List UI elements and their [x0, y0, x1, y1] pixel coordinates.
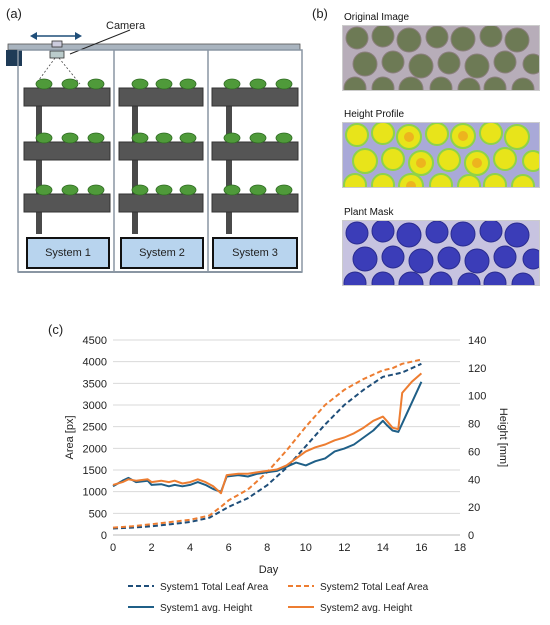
left-tick-label: 4000 — [83, 357, 107, 369]
height-profile-caption: Height Profile — [344, 109, 405, 120]
rail-motor — [6, 50, 22, 66]
right-tick-label: 120 — [468, 363, 486, 375]
x-tick-label: 18 — [454, 542, 466, 554]
chart-legend: System1 Total Leaf Area System2 Total Lea… — [128, 582, 429, 614]
legend-label-4: System2 avg. Height — [320, 603, 412, 614]
left-tick-label: 0 — [101, 530, 107, 542]
plant-mask-image — [342, 220, 540, 286]
plant-mask-caption: Plant Mask — [344, 207, 394, 218]
right-tick-label: 100 — [468, 391, 486, 403]
camera-icon — [49, 40, 65, 59]
panel-label-a: (a) — [6, 6, 22, 21]
series-line-2 — [112, 358, 422, 529]
right-axis-label: Height [mm] — [497, 408, 509, 467]
right-axis-ticks: 0 20 40 60 80 100 120 140 — [468, 335, 486, 542]
shelf-section-2 — [118, 87, 204, 234]
right-tick-label: 20 — [468, 502, 480, 514]
system-1-box: System 1 — [26, 237, 110, 269]
panel-label-b: (b) — [312, 6, 328, 21]
left-tick-label: 2000 — [83, 443, 107, 455]
x-tick-label: 0 — [110, 542, 116, 554]
x-tick-label: 4 — [187, 542, 193, 554]
left-axis-label: Area [px] — [64, 415, 76, 459]
height-profile-image — [342, 122, 540, 188]
series-line-4 — [112, 372, 423, 495]
x-tick-label: 12 — [338, 542, 350, 554]
panel-label-c: (c) — [48, 322, 64, 337]
x-axis-ticks: 0 2 4 6 8 10 12 14 16 18 — [110, 542, 466, 554]
x-tick-label: 16 — [415, 542, 427, 554]
left-tick-label: 3500 — [83, 378, 107, 390]
original-image — [342, 25, 540, 91]
legend-label-2: System2 Total Leaf Area — [320, 582, 429, 593]
left-tick-label: 4500 — [83, 335, 107, 347]
right-tick-label: 60 — [468, 446, 480, 458]
x-tick-label: 6 — [226, 542, 232, 554]
legend-label-3: System1 avg. Height — [160, 603, 252, 614]
x-tick-label: 8 — [264, 542, 270, 554]
x-tick-label: 2 — [148, 542, 154, 554]
growing-rack-diagram — [6, 29, 303, 273]
left-tick-label: 500 — [89, 508, 107, 520]
right-tick-label: 40 — [468, 474, 480, 486]
system-3-box: System 3 — [212, 237, 298, 269]
right-tick-label: 0 — [468, 530, 474, 542]
shelf-section-1 — [23, 87, 111, 234]
system-2-box: System 2 — [120, 237, 204, 269]
left-tick-label: 3000 — [83, 400, 107, 412]
plant-icons — [35, 78, 293, 196]
left-tick-label: 2500 — [83, 422, 107, 434]
right-tick-label: 80 — [468, 419, 480, 431]
left-tick-label: 1000 — [83, 487, 107, 499]
left-tick-label: 1500 — [83, 465, 107, 477]
original-image-caption: Original Image — [344, 12, 410, 23]
left-axis-ticks: 0 500 1000 1500 2000 2500 3000 3500 4000 4500 — [83, 335, 107, 542]
shelf-section-3 — [211, 87, 299, 234]
legend-label-1: System1 Total Leaf Area — [160, 582, 269, 593]
right-tick-label: 140 — [468, 335, 486, 347]
x-tick-label: 10 — [300, 542, 312, 554]
x-tick-label: 14 — [377, 542, 389, 554]
chart-grid — [113, 339, 460, 514]
chart-series — [112, 358, 423, 530]
camera-motion-arrow — [30, 32, 82, 40]
x-axis-label: Day — [259, 564, 279, 576]
series-line-1 — [112, 362, 422, 530]
series-line-3 — [112, 381, 423, 493]
camera-label: Camera — [106, 20, 146, 32]
